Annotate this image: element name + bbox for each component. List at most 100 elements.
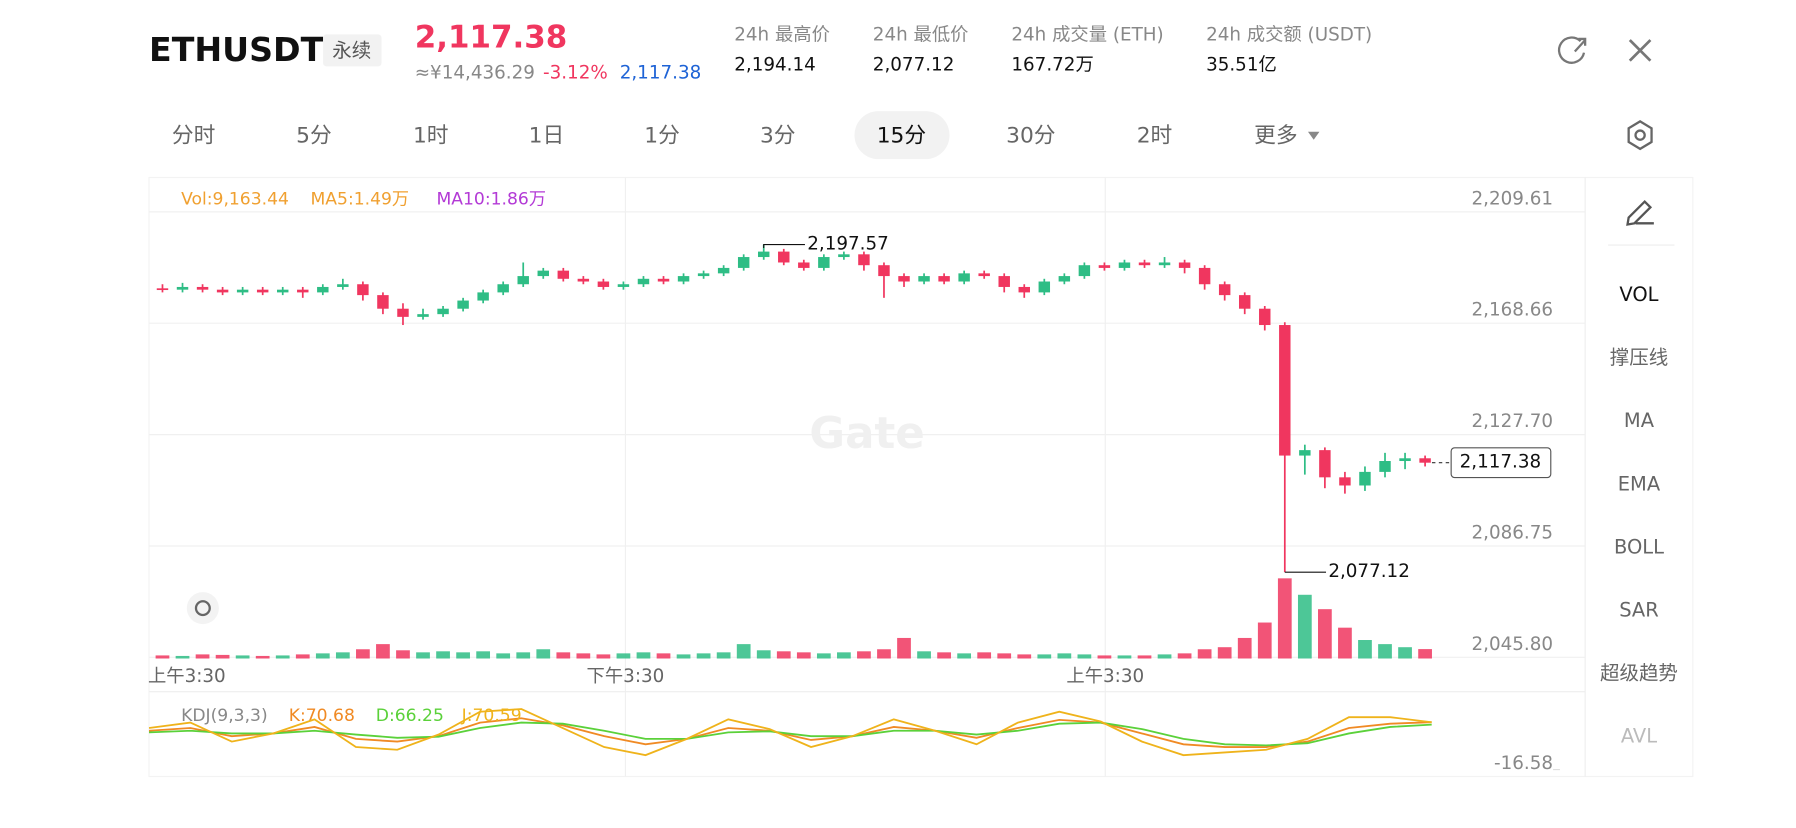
candle-body: [1319, 450, 1331, 478]
tab[interactable]: 1分: [644, 123, 680, 148]
volume-bar: [1157, 654, 1172, 659]
volume-bar: [1257, 622, 1272, 659]
candle-body: [978, 273, 990, 277]
candle-body: [898, 276, 910, 282]
volume-bar: [396, 650, 410, 659]
volume-bar: [1197, 649, 1212, 659]
candle-body: [838, 254, 850, 258]
candle-body: [437, 308, 449, 315]
volume-bar: [376, 644, 390, 659]
x-tick-label: 上午3:30: [148, 666, 226, 687]
volume-bar: [1117, 655, 1132, 659]
tab[interactable]: 30分: [1006, 123, 1055, 148]
volume-bar: [215, 654, 230, 659]
tab[interactable]: 15分: [877, 123, 926, 148]
kdj-line: [148, 721, 1432, 747]
candle-body: [1178, 262, 1191, 268]
settings-icon[interactable]: [1627, 120, 1653, 151]
high-label: 2,197.57: [807, 234, 889, 255]
toggle-icon[interactable]: [186, 592, 219, 625]
tab[interactable]: 1时: [413, 123, 449, 148]
volume-bar: [1378, 644, 1392, 659]
volume-bar: [516, 652, 531, 659]
side-menu-item[interactable]: 超级趋势: [1600, 662, 1678, 685]
side-menu-item[interactable]: 撑压线: [1610, 346, 1668, 369]
candle-body: [1279, 325, 1291, 456]
side-menu-item[interactable]: BOLL: [1614, 535, 1664, 558]
kdj-legend: J:70.59: [461, 706, 522, 726]
last-price-label: 2,117.38: [1460, 452, 1542, 473]
volume-bar: [335, 652, 350, 659]
edit-icon[interactable]: [1626, 199, 1654, 226]
y-tick-label: 2,127.70: [1472, 411, 1554, 432]
volume-bar: [816, 653, 831, 659]
candle-body: [397, 308, 409, 317]
stat-value: 167.72万: [1011, 54, 1093, 75]
tab[interactable]: 分时: [172, 123, 215, 148]
stat-label: 24h 最高价: [734, 25, 830, 46]
candle-body: [1098, 265, 1111, 268]
badge: 永续: [332, 39, 371, 62]
candle-body: [778, 251, 790, 263]
kdj-title: KDJ(9,3,3): [181, 706, 268, 726]
legend-ma5: MA5:1.49万: [310, 189, 409, 209]
side-menu-item[interactable]: AVL: [1621, 725, 1657, 748]
price-cny: ≈¥14,436.29: [415, 62, 535, 83]
candle-body: [1078, 265, 1091, 277]
candle-body: [1218, 284, 1231, 296]
volume-bar: [155, 655, 170, 659]
candle-body: [1339, 477, 1351, 486]
volume-bar: [456, 652, 470, 659]
candle-body: [1038, 281, 1051, 293]
volume-bar: [576, 653, 591, 659]
volume-bar: [656, 653, 671, 659]
share-icon[interactable]: [1557, 36, 1587, 64]
candle-body: [1399, 458, 1411, 462]
volume-bar: [556, 652, 571, 659]
candle-body: [477, 292, 489, 301]
candle-body: [677, 276, 690, 282]
mark-price: 2,117.38: [620, 62, 702, 83]
legend-ma10: MA10:1.86万: [436, 189, 546, 209]
candle-body: [737, 257, 750, 268]
tab-selected-bg: [854, 111, 950, 160]
candle-body: [998, 276, 1010, 287]
candle-body: [597, 281, 610, 287]
volume-bar: [997, 653, 1012, 659]
candle-body: [196, 286, 209, 290]
candle-body: [1379, 461, 1391, 472]
y-tick-label: 2,168.66: [1472, 300, 1554, 321]
tab[interactable]: 3分: [760, 123, 796, 148]
candle-body: [1018, 286, 1030, 293]
y-tick-label: 2,086.75: [1472, 522, 1554, 543]
tab[interactable]: 5分: [296, 123, 332, 148]
volume-bar: [937, 652, 951, 659]
kdj-legend: D:66.25: [376, 706, 444, 726]
kdj-line: [148, 708, 1432, 757]
candle-body: [277, 289, 289, 293]
volume-bar: [636, 652, 651, 659]
stat-label: 24h 最低价: [873, 25, 969, 46]
side-menu-item[interactable]: SAR: [1619, 598, 1659, 621]
volume-bar: [1097, 655, 1112, 659]
volume-bar: [1338, 627, 1352, 659]
candle-body: [577, 278, 590, 282]
side-menu-item[interactable]: EMA: [1618, 472, 1661, 495]
candle-body: [517, 276, 529, 285]
candle-body: [1259, 308, 1271, 326]
volume-bar: [1217, 647, 1232, 659]
candle-body: [1198, 267, 1211, 285]
close-icon[interactable]: [1628, 39, 1652, 62]
side-menu-item[interactable]: VOL: [1619, 283, 1658, 306]
kdj-line: [148, 717, 1432, 748]
side-menu-item[interactable]: MA: [1624, 409, 1655, 432]
tab[interactable]: 2时: [1137, 123, 1173, 148]
tab[interactable]: 1日: [529, 123, 565, 148]
tab[interactable]: 更多: [1254, 123, 1298, 148]
candle-body: [1238, 295, 1251, 309]
volume-bar: [476, 651, 491, 659]
volume-bar: [1137, 655, 1152, 659]
price-change: -3.12%: [543, 62, 608, 83]
candle-body: [958, 273, 970, 282]
